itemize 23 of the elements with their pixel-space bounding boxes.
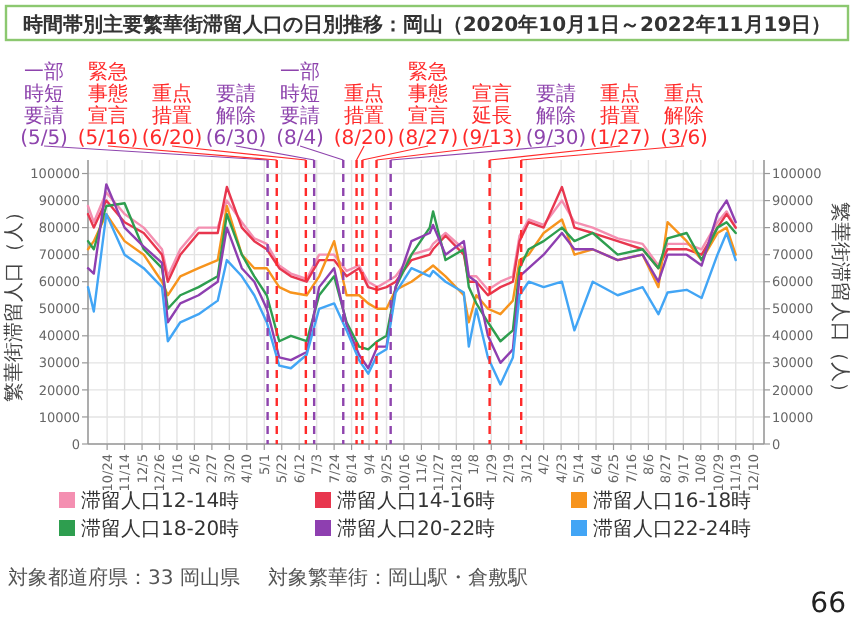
legend-label: 滞留人口20-22時 xyxy=(337,517,496,541)
y-axis-title: 繁華街滞留人口（人） xyxy=(2,202,26,402)
ref-line-label: 重点解除(3/6) xyxy=(660,82,709,150)
text: 対象繁華街：岡山駅・倉敷駅 xyxy=(267,566,528,590)
ref-line-label: 重点措置(8/20) xyxy=(333,82,395,150)
text: 66 xyxy=(810,588,847,620)
ref-line-label: 緊急事態宣言(8/27) xyxy=(397,60,459,150)
ref-line-label: 一部時短要請(5/5) xyxy=(20,60,69,150)
y2-axis-title: 繁華街滞留人口（人） xyxy=(828,202,852,402)
ref-line-label: 緊急事態宣言(5/16) xyxy=(77,60,139,150)
ref-line-label: 一部時短要請(8/4) xyxy=(276,60,325,150)
ref-line-label: 宣言延長(9/13) xyxy=(461,82,523,150)
legend-label: 滞留人口18-20時 xyxy=(81,517,240,541)
ref-line-label: 要請解除(9/30) xyxy=(525,82,587,150)
chart-title: 時間帯別主要繁華街滞留人口の日別推移：岡山（2020年10月1日～2022年11月19日） xyxy=(22,13,832,37)
legend-label: 滞留人口16-18時 xyxy=(593,489,752,513)
legend-label: 滞留人口12-14時 xyxy=(81,489,240,513)
ref-line-label: 重点措置(1/27) xyxy=(589,82,651,150)
ref-line-label: 重点措置(6/20) xyxy=(141,82,203,150)
legend-label: 滞留人口14-16時 xyxy=(337,489,496,513)
ref-line-label: 要請解除(6/30) xyxy=(205,82,267,150)
text: 対象都道府県：33 岡山県 xyxy=(8,566,240,590)
legend-label: 滞留人口22-24時 xyxy=(593,517,752,541)
